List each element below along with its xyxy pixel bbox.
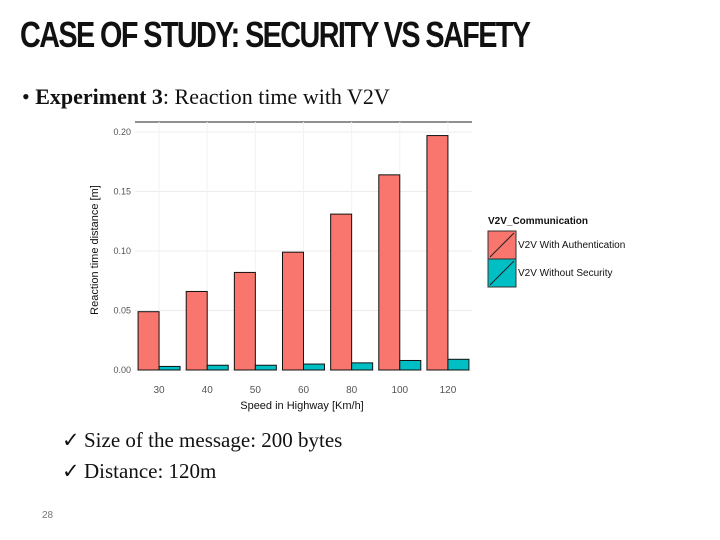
bar-without-security-40 <box>206 364 229 371</box>
legend-title: V2V_Communication <box>488 216 588 227</box>
bars <box>137 135 470 371</box>
legend-label: V2V Without Security <box>518 268 612 279</box>
y-tick-label: 0.15 <box>113 187 131 197</box>
x-axis-label: Speed in Highway [Km/h] <box>240 400 364 412</box>
plot-area: 0.00 0.05 0.10 0.15 0.20 30 40 50 60 80 100 120 <box>113 121 472 396</box>
distance-text: Distance: 120m <box>84 459 217 483</box>
x-tick-label: 30 <box>154 385 166 396</box>
bar-without-security-50 <box>254 364 277 371</box>
legend-swatch-slash <box>489 260 515 286</box>
legend-swatch-slash <box>489 232 515 258</box>
bar-with-authentication-40 <box>185 290 208 371</box>
bar-with-authentication-30 <box>137 311 160 371</box>
bar-without-security-80 <box>351 362 374 371</box>
experiment-bullet: • Experiment 3: Reaction time with V2V <box>22 84 390 110</box>
bar-with-authentication-80 <box>330 213 353 371</box>
x-tick-label: 120 <box>440 385 457 396</box>
experiment-label: Experiment 3 <box>35 84 163 109</box>
y-tick-label: 0.10 <box>113 246 131 256</box>
message-size-text: Size of the message: 200 bytes <box>84 428 343 452</box>
experiment-description: : Reaction time with V2V <box>162 84 390 109</box>
bar-without-security-60 <box>303 363 325 371</box>
check-icon: ✓ <box>62 428 80 452</box>
bar-with-authentication-50 <box>233 271 256 371</box>
y-tick-labels: 0.00 0.05 0.10 0.15 0.20 <box>113 127 131 375</box>
check-icon: ✓ <box>62 459 80 483</box>
x-tick-labels: 30 40 50 60 80 100 120 <box>154 385 457 396</box>
reaction-time-chart: 0.00 0.05 0.10 0.15 0.20 30 40 50 60 80 100 120 Re… <box>89 121 625 412</box>
y-tick-label: 0.00 <box>113 365 131 375</box>
legend-label: V2V With Authentication <box>518 240 625 251</box>
bar-with-authentication-100 <box>378 174 401 371</box>
experiment-details: ✓ Size of the message: 200 bytes ✓ Distanc… <box>62 425 342 487</box>
y-tick-label: 0.05 <box>113 306 131 316</box>
x-tick-label: 50 <box>250 385 262 396</box>
x-tick-label: 40 <box>202 385 214 396</box>
bar-without-security-30 <box>158 365 181 371</box>
bar-with-authentication-120 <box>426 135 449 371</box>
x-tick-label: 60 <box>298 385 310 396</box>
y-tick-label: 0.20 <box>113 127 131 137</box>
legend: V2V_Communication V2V With Authenticatio… <box>487 216 625 288</box>
message-size-item: ✓ Size of the message: 200 bytes <box>62 425 342 456</box>
bar-with-authentication-60 <box>282 251 304 371</box>
distance-item: ✓ Distance: 120m <box>62 456 342 487</box>
x-tick-label: 100 <box>391 385 408 396</box>
page-number: 28 <box>42 510 54 521</box>
bar-without-security-100 <box>399 359 422 371</box>
bar-without-security-120 <box>447 358 470 371</box>
x-tick-label: 80 <box>346 385 358 396</box>
bullet-mark: • <box>22 84 30 109</box>
y-axis-label: Reaction time distance [m] <box>89 185 101 315</box>
slide-title: CASE OF STUDY: SECURITY VS SAFETY <box>20 14 531 55</box>
